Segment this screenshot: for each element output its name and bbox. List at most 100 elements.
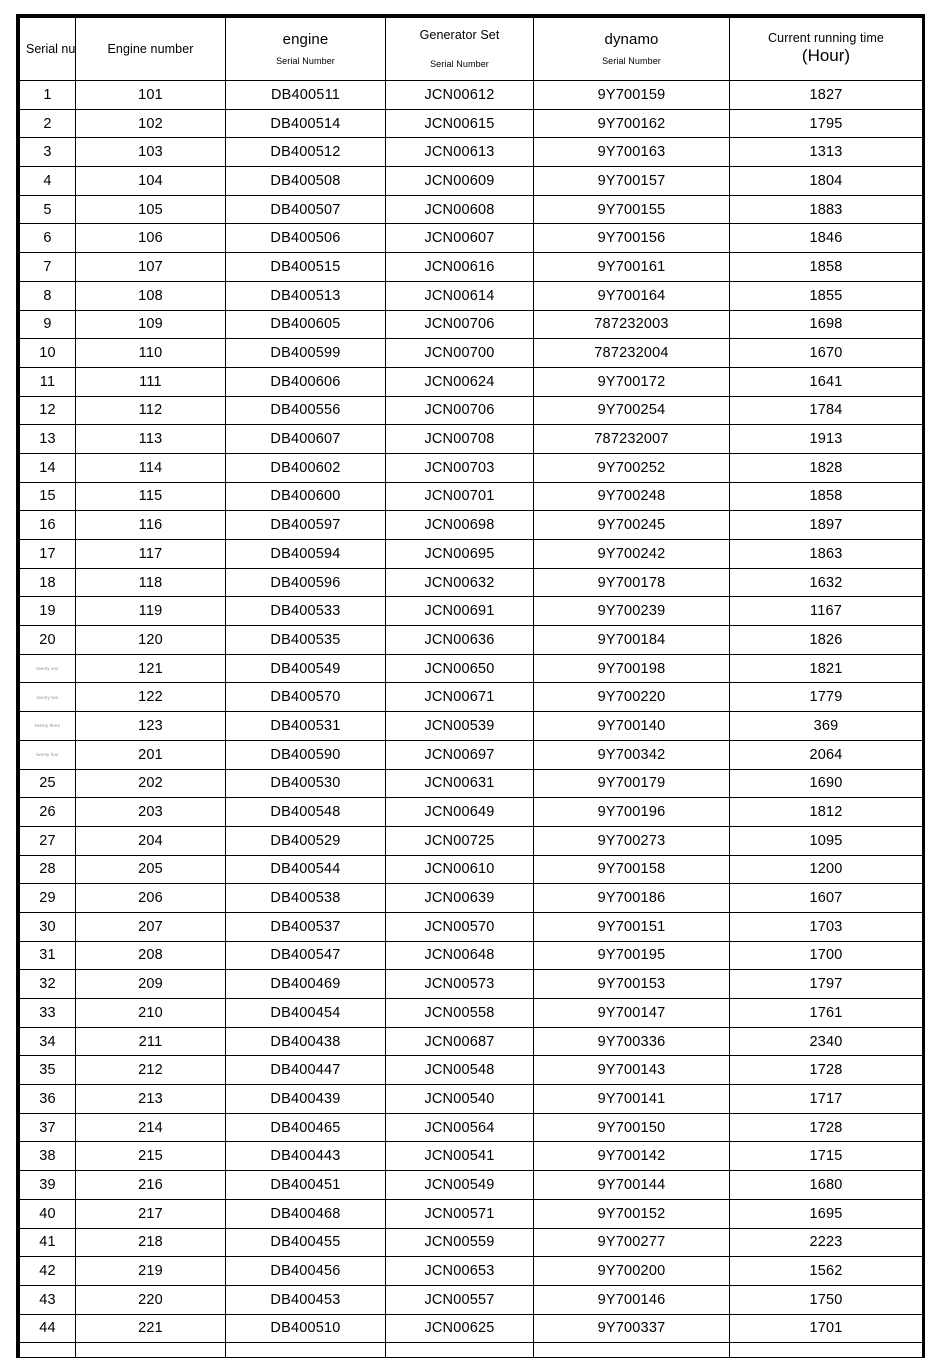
cell-running-time: 1797 — [729, 969, 923, 999]
cell-dynamo-serial-number: 9Y700277 — [533, 1227, 730, 1258]
cell-serial-number: 13 — [19, 424, 76, 454]
column-header-dynamo-serial-number: dynamo Serial Number — [533, 17, 730, 81]
cell-generator-set-serial-number: JCN00632 — [385, 567, 534, 598]
cell-engine-number: 202 — [75, 768, 226, 799]
cell-serial-number: 2 — [19, 108, 76, 139]
table-row: 36 213 DB400439 JCN00540 9Y700141 1717 — [19, 1084, 923, 1114]
cell-engine-number: 111 — [75, 366, 226, 397]
cell-engine-number: 217 — [75, 1198, 226, 1229]
cell-dynamo-serial-number: 9Y700172 — [533, 366, 730, 397]
cell-dynamo-serial-number: 9Y700157 — [533, 166, 730, 196]
cell-dynamo-serial-number: 9Y700248 — [533, 481, 730, 512]
cell-dynamo-serial-number: 9Y700337 — [533, 1313, 730, 1344]
table-row: 39 216 DB400451 JCN00549 9Y700144 1680 — [19, 1170, 923, 1200]
table-row: 5 105 DB400507 JCN00608 9Y700155 1883 — [19, 194, 923, 225]
cell-serial-number: 19 — [19, 596, 76, 627]
table-row: 38 215 DB400443 JCN00541 9Y700142 1715 — [19, 1141, 923, 1172]
cell-engine-number: 104 — [75, 166, 226, 196]
cell-dynamo-serial-number: 9Y700143 — [533, 1055, 730, 1086]
cell-dynamo-serial-number: 9Y700200 — [533, 1256, 730, 1286]
cell-generator-set-serial-number: JCN00691 — [385, 596, 534, 627]
cell-dynamo-serial-number: 9Y700153 — [533, 969, 730, 999]
cell-serial-number: twenty one — [19, 653, 76, 684]
cell-generator-set-serial-number: JCN00615 — [385, 108, 534, 139]
column-header-engine-number-label: Engine number — [107, 41, 194, 56]
cell-engine-serial-number: DB400506 — [225, 223, 386, 254]
cell-running-time: 1779 — [729, 682, 923, 713]
cell-serial-number — [19, 1342, 76, 1358]
cell-serial-number: 11 — [19, 366, 76, 397]
cell-engine-number: 101 — [75, 80, 226, 110]
table-row: 17 117 DB400594 JCN00695 9Y700242 1863 — [19, 539, 923, 569]
cell-generator-set-serial-number: JCN00636 — [385, 625, 534, 655]
cell-engine-number: 121 — [75, 653, 226, 684]
cell-serial-number: 16 — [19, 510, 76, 540]
column-header-generator-set-subtitle: Serial Number — [430, 58, 489, 69]
cell-engine-number: 120 — [75, 625, 226, 655]
cell-engine-serial-number: DB400531 — [225, 711, 386, 741]
cell-generator-set-serial-number: JCN00610 — [385, 854, 534, 885]
cell-dynamo-serial-number: 9Y700142 — [533, 1141, 730, 1172]
cell-generator-set-serial-number: JCN00608 — [385, 194, 534, 225]
cell-serial-number: 38 — [19, 1141, 76, 1172]
table-row: 30 207 DB400537 JCN00570 9Y700151 1703 — [19, 911, 923, 942]
cell-serial-number: 1 — [19, 80, 76, 110]
cell-running-time: 1632 — [729, 567, 923, 598]
cell-serial-number: 8 — [19, 280, 76, 311]
table-row: 1 101 DB400511 JCN00612 9Y700159 1827 — [19, 80, 923, 110]
table-row: 29 206 DB400538 JCN00639 9Y700186 1607 — [19, 883, 923, 913]
cell-engine-number: 212 — [75, 1055, 226, 1086]
cell-generator-set-serial-number: JCN00639 — [385, 883, 534, 913]
cell-serial-number: 9 — [19, 309, 76, 340]
cell-engine-serial-number: DB400530 — [225, 768, 386, 799]
cell-generator-set-serial-number: JCN00701 — [385, 481, 534, 512]
cell-running-time: 1200 — [729, 854, 923, 885]
cell-engine-serial-number: DB400538 — [225, 883, 386, 913]
cell-generator-set-serial-number — [385, 1342, 534, 1358]
cell-generator-set-serial-number: JCN00624 — [385, 366, 534, 397]
cell-engine-number: 122 — [75, 682, 226, 713]
cell-engine-number: 201 — [75, 739, 226, 770]
cell-dynamo-serial-number: 9Y700147 — [533, 998, 730, 1028]
cell-dynamo-serial-number — [533, 1342, 730, 1358]
cell-serial-number: 44 — [19, 1313, 76, 1344]
column-header-running-time: Current running time (Hour) — [729, 17, 923, 81]
cell-engine-number: 205 — [75, 854, 226, 885]
cell-engine-number: 216 — [75, 1170, 226, 1200]
cell-running-time: 1812 — [729, 797, 923, 827]
column-header-engine-number: Engine number — [75, 17, 226, 81]
cell-generator-set-serial-number: JCN00614 — [385, 280, 534, 311]
table-row: 37 214 DB400465 JCN00564 9Y700150 1728 — [19, 1112, 923, 1143]
table-row: 19 119 DB400533 JCN00691 9Y700239 1167 — [19, 596, 923, 627]
cell-generator-set-serial-number: JCN00650 — [385, 653, 534, 684]
cell-generator-set-serial-number: JCN00559 — [385, 1227, 534, 1258]
cell-engine-serial-number: DB400533 — [225, 596, 386, 627]
cell-running-time: 1827 — [729, 80, 923, 110]
document-page: Serial number Engine number engine Seria… — [16, 14, 925, 1358]
cell-serial-number: 35 — [19, 1055, 76, 1086]
cell-running-time: 1562 — [729, 1256, 923, 1286]
cell-engine-serial-number: DB400556 — [225, 395, 386, 426]
cell-dynamo-serial-number: 9Y700152 — [533, 1198, 730, 1229]
cell-running-time: 2223 — [729, 1227, 923, 1258]
cell-generator-set-serial-number: JCN00706 — [385, 395, 534, 426]
cell-engine-serial-number: DB400529 — [225, 825, 386, 856]
table-body: 1 101 DB400511 JCN00612 9Y700159 1827 2 102 DB40… — [19, 80, 923, 1358]
table-row: 33 210 DB400454 JCN00558 9Y700147 1761 — [19, 998, 923, 1028]
cell-engine-number: 110 — [75, 338, 226, 368]
cell-running-time: 1858 — [729, 252, 923, 282]
cell-running-time: 1761 — [729, 998, 923, 1028]
cell-serial-number: 28 — [19, 854, 76, 885]
cell-serial-number: 27 — [19, 825, 76, 856]
cell-running-time: 1641 — [729, 366, 923, 397]
cell-generator-set-serial-number: JCN00558 — [385, 998, 534, 1028]
cell-generator-set-serial-number: JCN00706 — [385, 309, 534, 340]
cell-dynamo-serial-number: 9Y700140 — [533, 711, 730, 741]
column-header-engine-serial-number: engine Serial Number — [225, 17, 386, 81]
cell-generator-set-serial-number: JCN00695 — [385, 539, 534, 569]
cell-running-time: 1804 — [729, 166, 923, 196]
cell-running-time: 1695 — [729, 1198, 923, 1229]
cell-generator-set-serial-number: JCN00571 — [385, 1198, 534, 1229]
cell-dynamo-serial-number: 787232007 — [533, 424, 730, 454]
cell-generator-set-serial-number: JCN00725 — [385, 825, 534, 856]
